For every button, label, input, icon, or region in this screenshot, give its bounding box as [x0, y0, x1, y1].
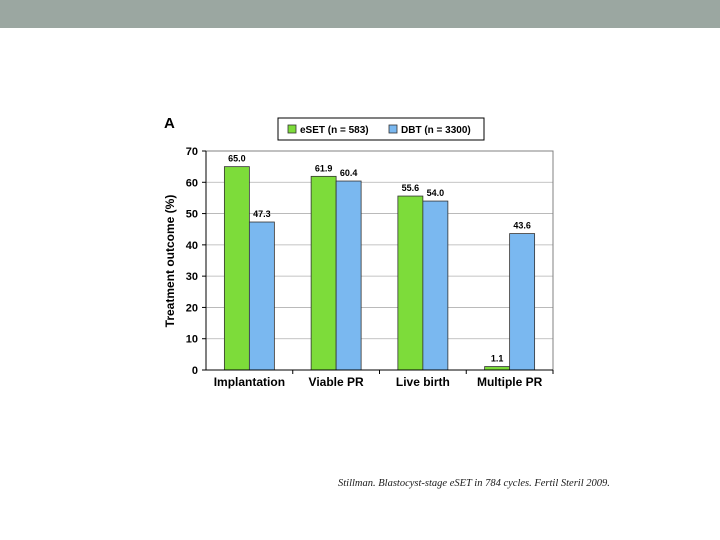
- slide-top-bar: [0, 0, 720, 28]
- y-tick-label: 50: [186, 209, 198, 221]
- legend-box: [277, 117, 485, 141]
- x-tick-label: Implantation: [214, 375, 285, 389]
- y-tick-label: 60: [186, 177, 198, 189]
- bar-dbt: [422, 200, 449, 371]
- data-label: 55.6: [402, 183, 420, 193]
- y-tick-label: 0: [192, 365, 198, 377]
- bar-eset: [484, 366, 511, 371]
- bar-dbt: [335, 180, 362, 371]
- chart-legend: eSET (n = 583) DBT (n = 3300): [277, 117, 485, 141]
- data-label: 47.3: [253, 209, 271, 219]
- x-tick-label: Multiple PR: [477, 375, 543, 389]
- data-label: 60.4: [340, 168, 358, 178]
- panel-label: A: [164, 115, 175, 132]
- bar-eset: [397, 195, 424, 371]
- bar-dbt: [248, 221, 275, 371]
- data-label: 43.6: [513, 221, 531, 231]
- y-tick-label: 40: [186, 240, 198, 252]
- y-axis-label: Treatment outcome (%): [163, 195, 177, 328]
- bar-dbt: [509, 233, 536, 371]
- data-label: 1.1: [491, 354, 504, 364]
- y-tick-label: 20: [186, 302, 198, 314]
- legend-swatch-eset: [287, 124, 297, 134]
- y-tick-label: 30: [186, 271, 198, 283]
- x-tick-label: Live birth: [396, 375, 450, 389]
- data-label: 65.0: [228, 154, 246, 164]
- citation-text: Stillman. Blastocyst-stage eSET in 784 c…: [338, 478, 610, 489]
- x-tick-label: Viable PR: [309, 375, 364, 389]
- bar-eset: [223, 166, 250, 371]
- bar-eset: [310, 175, 337, 371]
- data-label: 54.0: [427, 188, 445, 198]
- plot-area: 65.0 47.3 61.9 60.4 55.6 54.0 1.1 43.6: [223, 154, 536, 371]
- chart-axes: 0 10 20 30 40 50 60 70 Implantation Viable PR Live…: [186, 146, 554, 389]
- legend-swatch-dbt: [388, 124, 398, 134]
- data-label: 61.9: [315, 163, 333, 173]
- y-tick-label: 10: [186, 334, 198, 346]
- legend-entry-dbt: DBT (n = 3300): [401, 125, 471, 136]
- y-tick-label: 70: [186, 146, 198, 158]
- legend-entry-eset: eSET (n = 583): [300, 125, 369, 136]
